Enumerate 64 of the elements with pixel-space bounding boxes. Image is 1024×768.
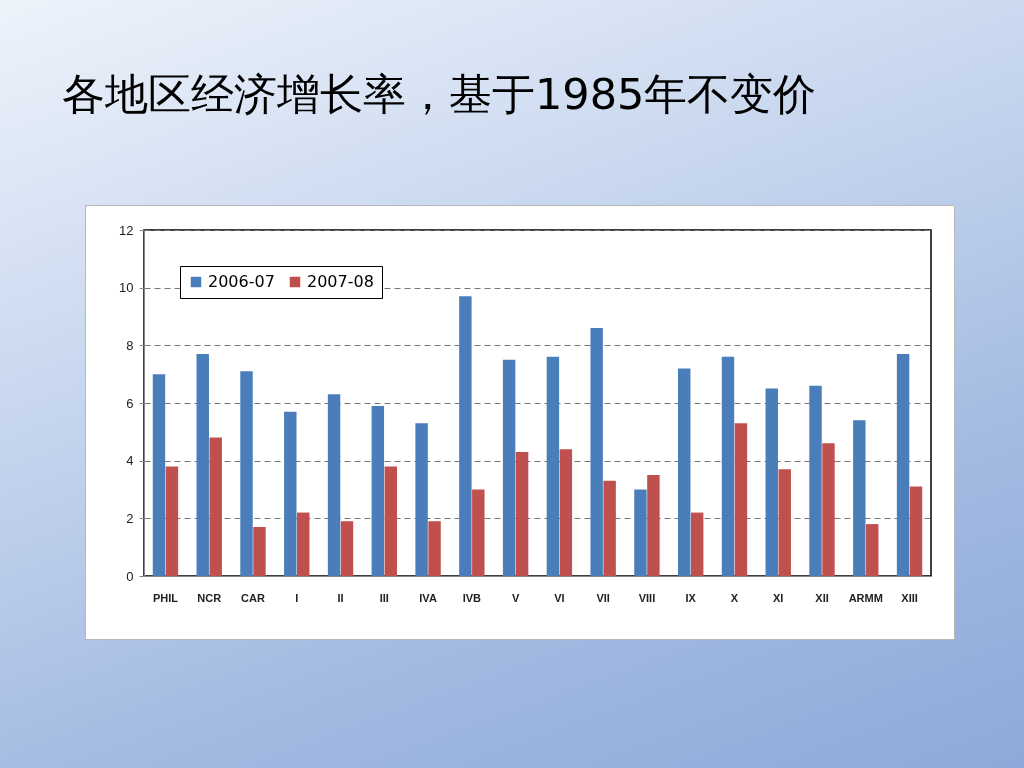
x-tick-label: III (379, 591, 389, 604)
bar (284, 411, 297, 576)
x-tick-label: ARMM (848, 591, 883, 604)
bar (384, 466, 397, 576)
x-tick-label: XII (815, 591, 829, 604)
bar (415, 423, 428, 576)
chart-title: 各地区经济增长率，基于1985年不变价 (62, 68, 817, 121)
x-tick-label: PHIL (152, 591, 179, 604)
x-tick-label: V (511, 591, 520, 604)
x-tick-label: IX (685, 591, 697, 604)
bar (459, 296, 472, 576)
bar (590, 328, 603, 576)
x-tick-label: I (295, 591, 299, 604)
x-tick-label: NCR (197, 591, 222, 604)
bar (428, 521, 441, 576)
bar (603, 480, 616, 576)
bar (866, 524, 879, 576)
bar (152, 374, 166, 576)
bar (690, 512, 704, 576)
bar (253, 526, 266, 576)
y-tick-label: 10 (119, 280, 134, 296)
legend-label: 2007-08 (307, 272, 374, 291)
bar (734, 423, 748, 576)
bar (209, 437, 222, 576)
bar (340, 521, 354, 576)
x-tick-label: CAR (241, 591, 265, 604)
bar (853, 420, 866, 576)
x-tick-label: X (730, 591, 739, 604)
bar (765, 388, 778, 576)
bar (472, 489, 485, 576)
y-tick-label: 6 (126, 395, 134, 411)
bar (502, 359, 516, 576)
bar (909, 486, 923, 576)
y-tick-label: 8 (126, 337, 134, 353)
y-tick-label: 0 (126, 568, 134, 584)
bar (559, 449, 573, 576)
x-tick-label: VII (596, 591, 610, 604)
bar (327, 394, 341, 576)
x-tick-label: XIII (901, 591, 918, 604)
x-tick-label: IVA (419, 591, 437, 604)
bar (297, 512, 310, 576)
bar (165, 466, 179, 576)
legend-label: 2006-07 (208, 272, 275, 291)
x-tick-label: VIII (638, 591, 656, 604)
bar (371, 405, 385, 576)
bar (809, 385, 822, 576)
bar (721, 356, 735, 576)
x-tick-label: IVB (462, 591, 482, 604)
x-tick-label: XI (773, 591, 784, 604)
bar (546, 356, 560, 576)
bar (822, 443, 835, 576)
bar (896, 353, 910, 576)
bar (778, 469, 791, 576)
y-tick-label: 12 (119, 222, 134, 238)
bar (240, 371, 253, 576)
bar (196, 353, 209, 576)
x-tick-label: VI (554, 591, 565, 604)
x-tick-label: II (337, 591, 344, 604)
y-tick-label: 4 (126, 453, 134, 469)
bar (678, 368, 691, 576)
bar (515, 452, 529, 576)
bar (634, 489, 647, 576)
y-tick-label: 2 (126, 510, 134, 526)
bar (647, 475, 660, 576)
